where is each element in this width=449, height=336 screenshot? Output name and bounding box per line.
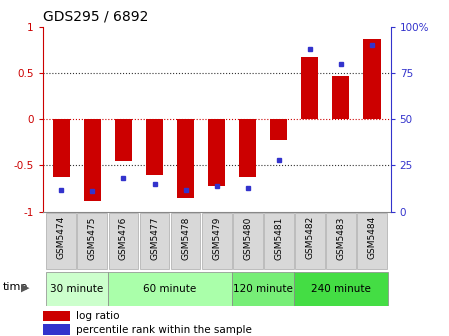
Bar [140,213,169,269]
Text: GSM5474: GSM5474 [57,216,66,259]
Text: GSM5478: GSM5478 [181,216,190,259]
Bar [146,119,163,175]
Text: GSM5482: GSM5482 [305,216,314,259]
Text: GSM5484: GSM5484 [367,216,377,259]
Bar [264,213,294,269]
Text: GSM5479: GSM5479 [212,216,221,259]
Bar [84,119,101,201]
Text: GDS295 / 6892: GDS295 / 6892 [43,9,148,24]
Text: 240 minute: 240 minute [311,284,371,294]
Bar [171,213,201,269]
Bar [270,119,287,140]
Text: 60 minute: 60 minute [143,284,197,294]
Bar [326,213,356,269]
Bar [46,272,108,306]
Bar [109,213,138,269]
Bar [239,119,256,177]
Text: GSM5481: GSM5481 [274,216,283,259]
Bar [208,119,225,186]
Bar [233,213,263,269]
Text: GSM5477: GSM5477 [150,216,159,259]
Text: GSM5475: GSM5475 [88,216,97,259]
Text: percentile rank within the sample: percentile rank within the sample [76,325,251,335]
Bar [43,325,70,335]
Text: time: time [2,282,27,292]
Bar [202,213,232,269]
Bar [46,213,76,269]
Bar [295,213,325,269]
Bar [43,311,70,321]
Bar [357,213,387,269]
Bar [108,272,232,306]
Bar [115,119,132,161]
Bar [294,272,387,306]
Text: GSM5483: GSM5483 [336,216,345,259]
Bar [177,119,194,198]
Bar [301,57,318,119]
Bar [53,119,70,177]
Bar [232,272,294,306]
Text: GSM5476: GSM5476 [119,216,128,259]
Text: 120 minute: 120 minute [233,284,293,294]
Text: ▶: ▶ [21,282,30,292]
Text: 30 minute: 30 minute [50,284,103,294]
Bar [332,76,349,119]
Bar [77,213,107,269]
Bar [363,39,381,119]
Text: log ratio: log ratio [76,311,119,321]
Text: GSM5480: GSM5480 [243,216,252,259]
